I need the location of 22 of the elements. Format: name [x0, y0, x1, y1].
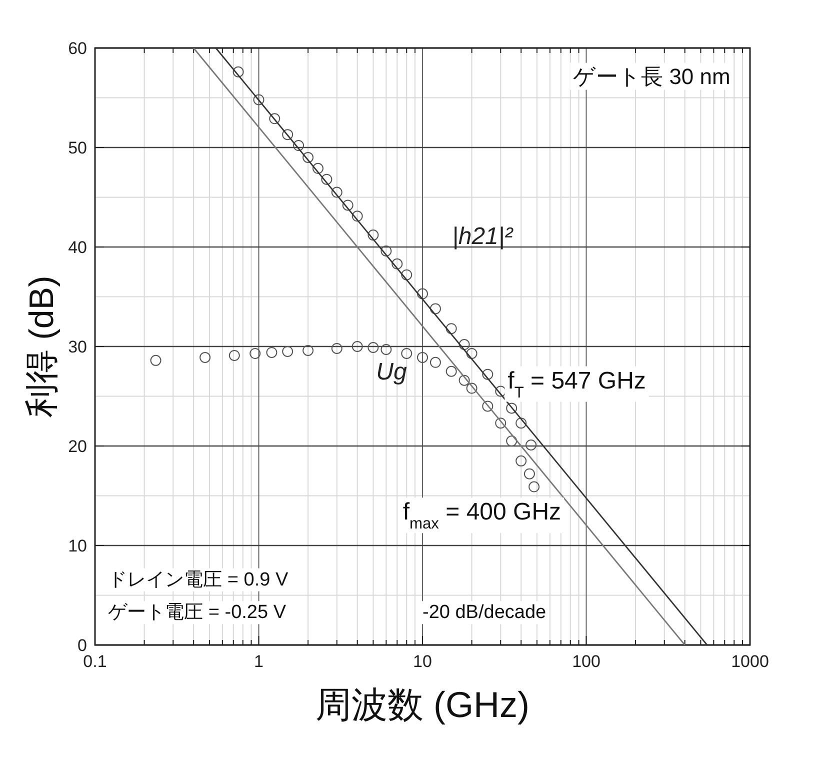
annotation: f$_{T}$ = 547 GHz	[508, 367, 646, 401]
x-axis-title: 周波数 (GHz)	[316, 684, 530, 725]
y-tick-label: 40	[68, 238, 87, 257]
y-tick-label: 60	[68, 39, 87, 58]
annotation: ゲート長 30 nm	[573, 64, 730, 89]
y-axis-title: 利得 (dB)	[23, 276, 61, 418]
annotation: ゲート電圧 = -0.25 V	[108, 602, 286, 624]
annotation: f$_{max}$ = 400 GHz	[402, 498, 562, 532]
series-label: |h21|²	[452, 222, 514, 250]
x-tick-label: 100	[572, 652, 600, 671]
y-tick-label: 50	[68, 138, 87, 158]
y-tick-label: 20	[68, 437, 87, 456]
series-label: Ug	[376, 358, 408, 386]
y-tick-label: 0	[78, 636, 87, 655]
x-tick-label: 1	[254, 652, 264, 671]
annotation: ドレイン電圧 = 0.9 V	[108, 569, 288, 590]
y-tick-label: 10	[68, 536, 87, 556]
annotation: -20 dB/decade	[422, 602, 546, 624]
x-tick-label: 1000	[731, 652, 769, 671]
x-tick-label: 10	[413, 652, 432, 671]
y-tick-label: 30	[68, 338, 87, 356]
x-tick-label: 0.1	[83, 652, 107, 671]
